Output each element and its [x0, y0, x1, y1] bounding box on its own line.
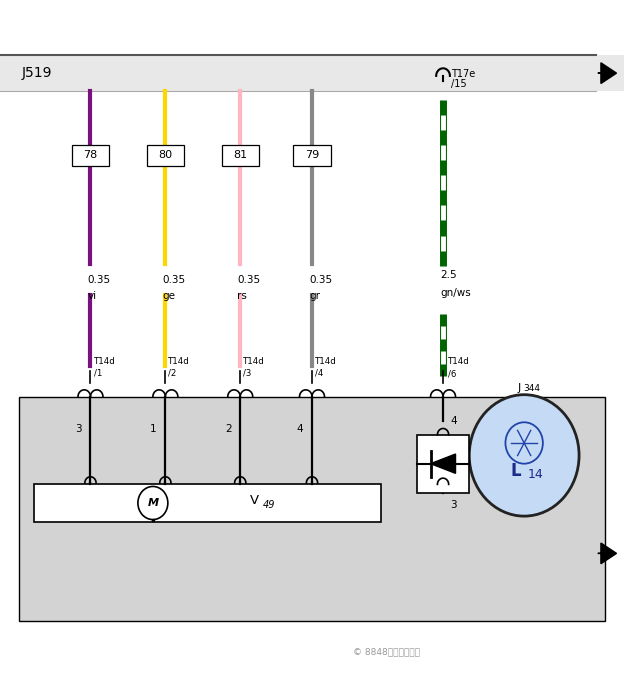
Text: 49: 49: [263, 500, 276, 510]
Circle shape: [138, 486, 168, 520]
Text: ge: ge: [162, 291, 175, 301]
Bar: [293, 145, 331, 166]
Bar: [0, 55, 624, 91]
Text: 1: 1: [150, 424, 157, 434]
Text: T14d: T14d: [168, 357, 190, 366]
Text: T14d: T14d: [315, 357, 337, 366]
Text: 14: 14: [527, 469, 543, 481]
Text: J: J: [518, 384, 521, 393]
Text: M: M: [147, 498, 158, 508]
Text: /3: /3: [243, 368, 251, 377]
Text: 4: 4: [296, 424, 303, 434]
Text: 0.35: 0.35: [162, 275, 185, 284]
Text: V: V: [250, 494, 259, 506]
Text: T14d: T14d: [448, 357, 470, 366]
Text: L: L: [510, 462, 521, 480]
Text: vi: vi: [87, 291, 97, 301]
Text: T14d: T14d: [243, 357, 265, 366]
Text: 78: 78: [84, 150, 97, 160]
Text: 4: 4: [451, 416, 457, 426]
Text: 80: 80: [158, 150, 172, 160]
Circle shape: [469, 395, 579, 516]
Text: 2: 2: [225, 424, 232, 434]
FancyArrow shape: [598, 543, 617, 564]
Text: J519: J519: [22, 66, 52, 80]
Bar: [72, 145, 109, 166]
Text: 0.35: 0.35: [237, 275, 260, 284]
Text: T14d: T14d: [94, 357, 115, 366]
Text: T17e: T17e: [451, 69, 475, 79]
Text: rs: rs: [237, 291, 247, 301]
Text: /6: /6: [448, 369, 456, 378]
FancyArrow shape: [598, 63, 617, 83]
Text: 2.5: 2.5: [440, 270, 457, 280]
Text: 79: 79: [305, 150, 319, 160]
Text: /2: /2: [168, 368, 177, 377]
Text: gr: gr: [309, 291, 320, 301]
Text: /1: /1: [94, 368, 102, 377]
Text: 0.35: 0.35: [87, 275, 110, 284]
Text: gn/ws: gn/ws: [440, 288, 470, 297]
Text: 0.35: 0.35: [309, 275, 332, 284]
Bar: [147, 145, 184, 166]
Bar: [417, 435, 469, 493]
Text: /4: /4: [315, 368, 323, 377]
Bar: [222, 145, 259, 166]
Text: 81: 81: [233, 150, 247, 160]
Text: 3: 3: [75, 424, 82, 434]
Text: 3: 3: [451, 500, 457, 510]
Text: © 8848汽车技术论坛: © 8848汽车技术论坛: [353, 647, 421, 657]
Text: 344: 344: [523, 384, 540, 393]
Text: /15: /15: [451, 79, 467, 89]
Polygon shape: [431, 454, 456, 473]
Bar: [19, 397, 605, 621]
Bar: [34, 484, 381, 522]
